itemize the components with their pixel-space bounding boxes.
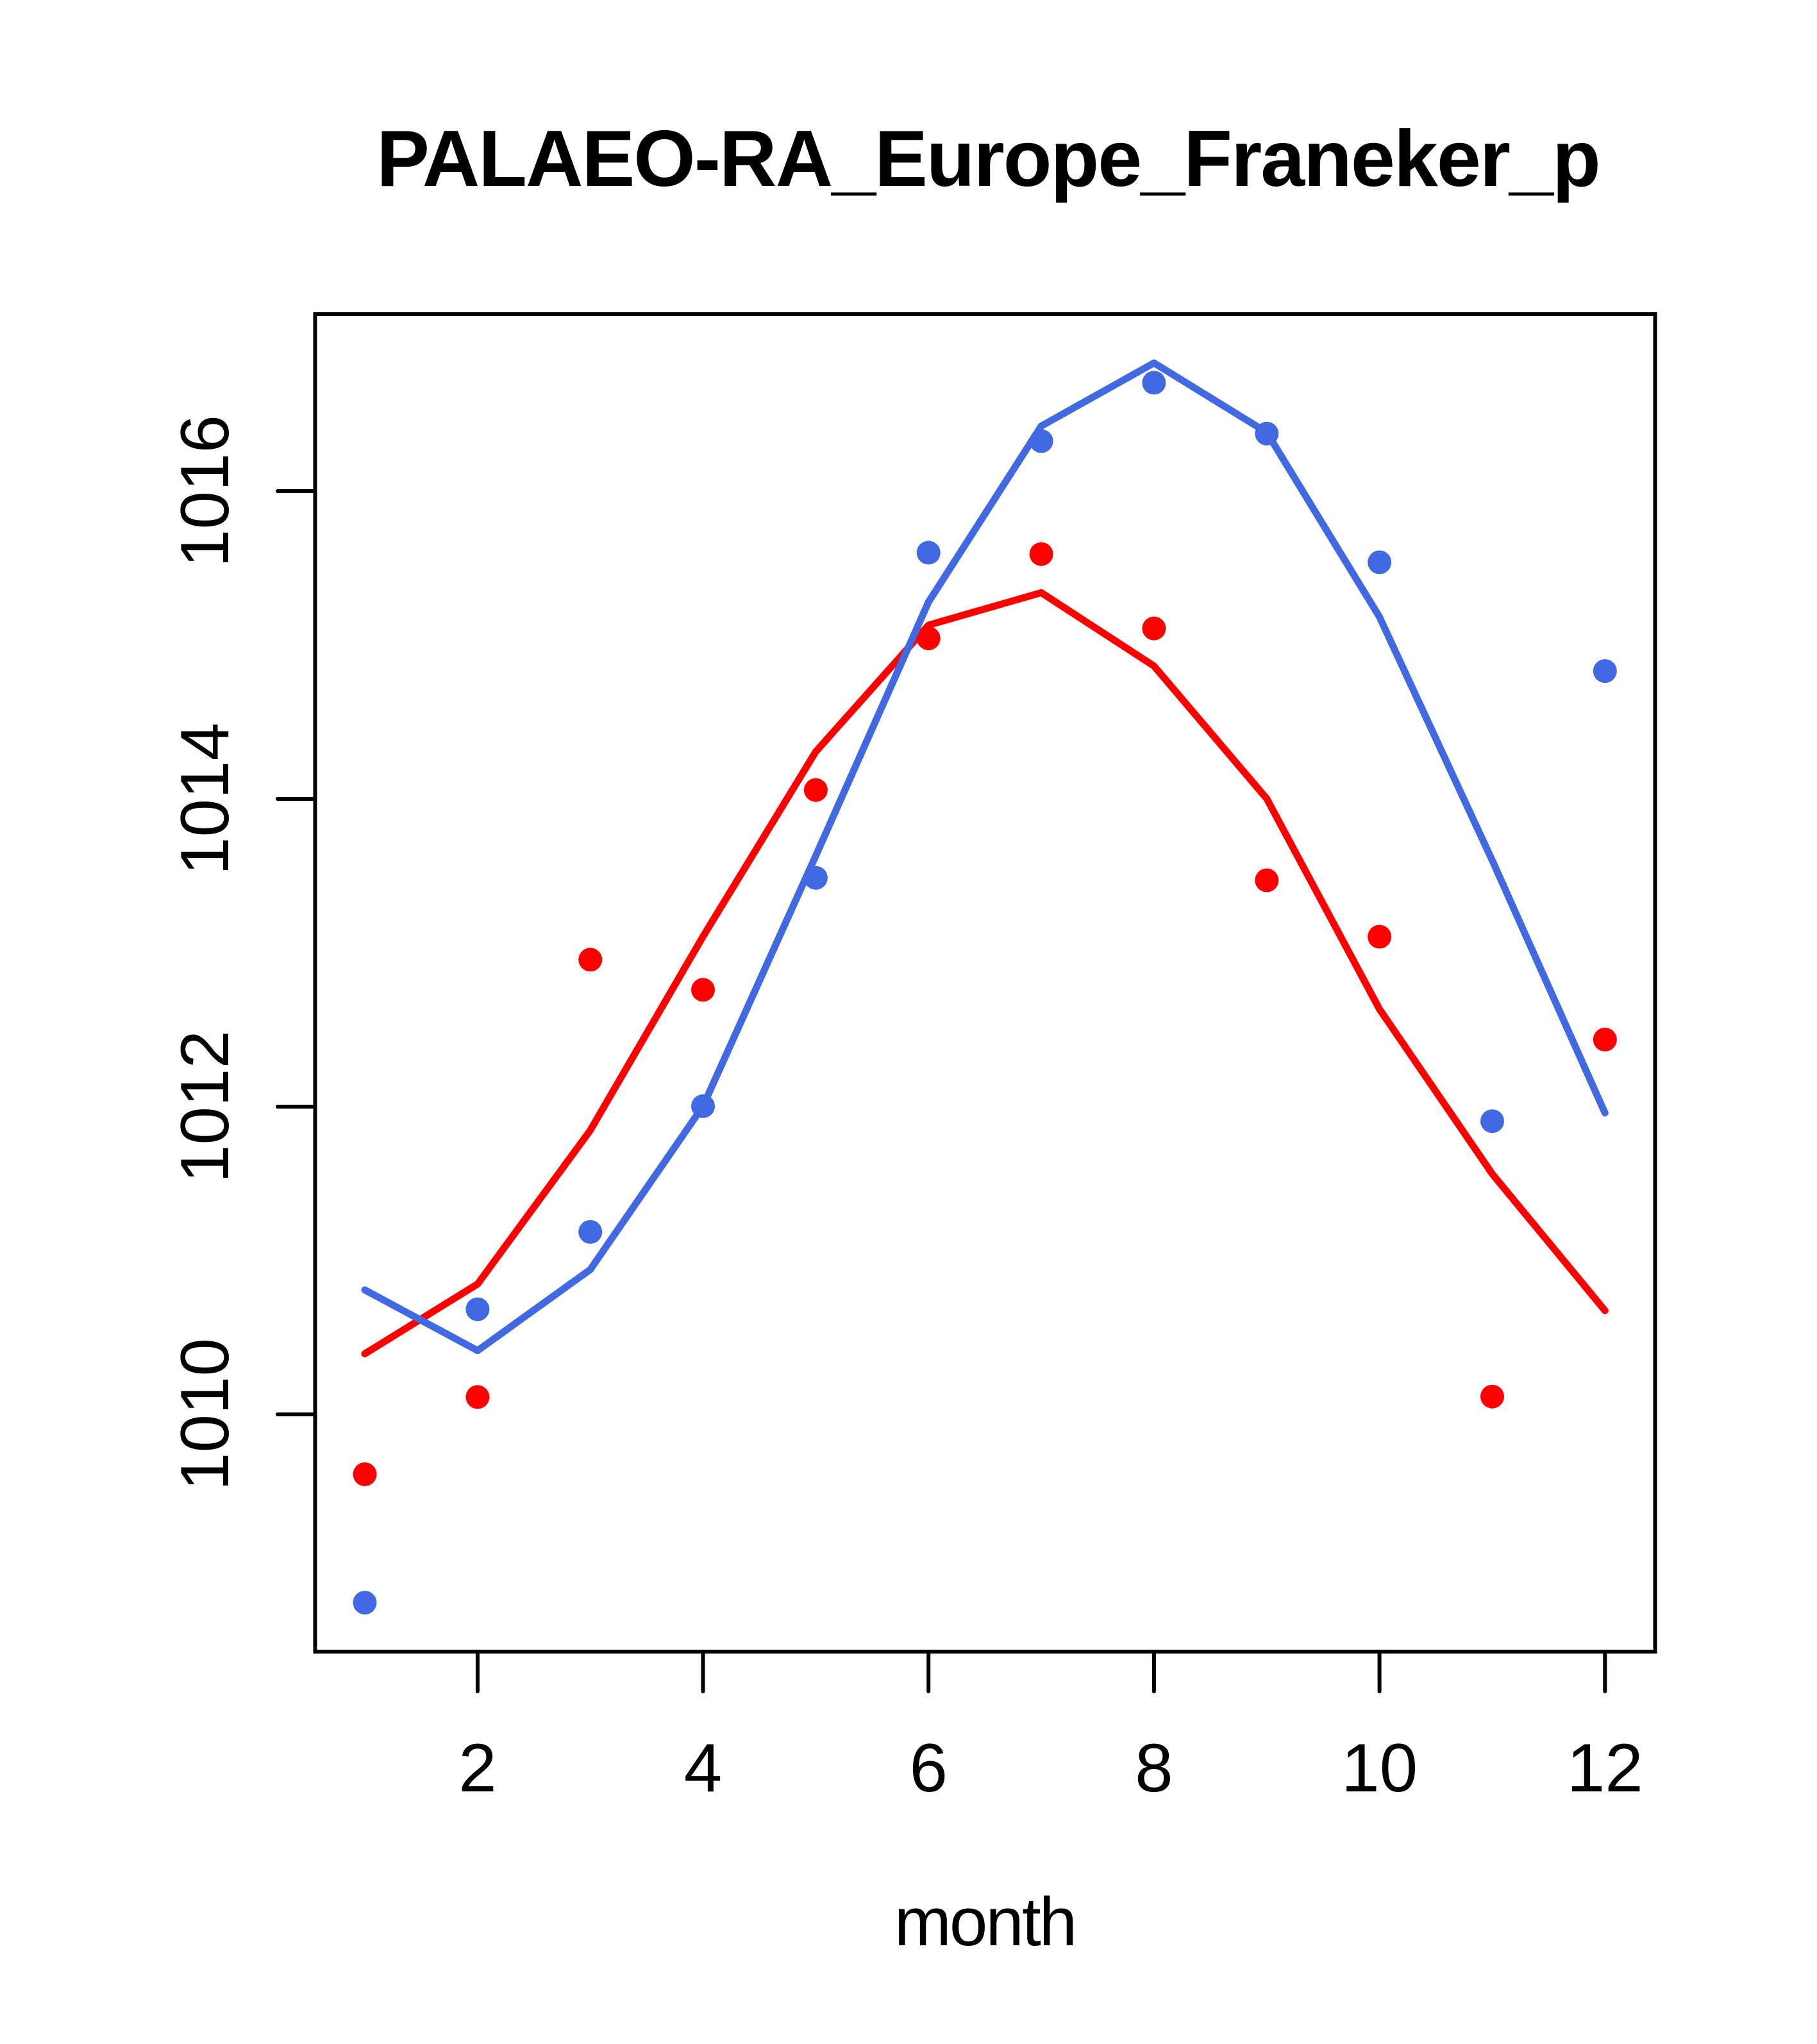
- svg-text:1012: 1012: [166, 1030, 243, 1183]
- svg-text:6: 6: [909, 1729, 948, 1806]
- svg-text:PALAEO-RA_Europe_Franeker_p: PALAEO-RA_Europe_Franeker_p: [376, 115, 1600, 203]
- svg-text:2: 2: [458, 1729, 497, 1806]
- svg-text:10: 10: [1341, 1729, 1418, 1806]
- svg-text:4: 4: [684, 1729, 723, 1806]
- svg-text:8: 8: [1135, 1729, 1173, 1806]
- svg-text:1014: 1014: [166, 723, 243, 875]
- svg-text:12: 12: [1567, 1729, 1643, 1806]
- svg-text:month: month: [894, 1883, 1075, 1960]
- svg-text:1016: 1016: [166, 415, 243, 567]
- svg-text:1010: 1010: [166, 1338, 243, 1491]
